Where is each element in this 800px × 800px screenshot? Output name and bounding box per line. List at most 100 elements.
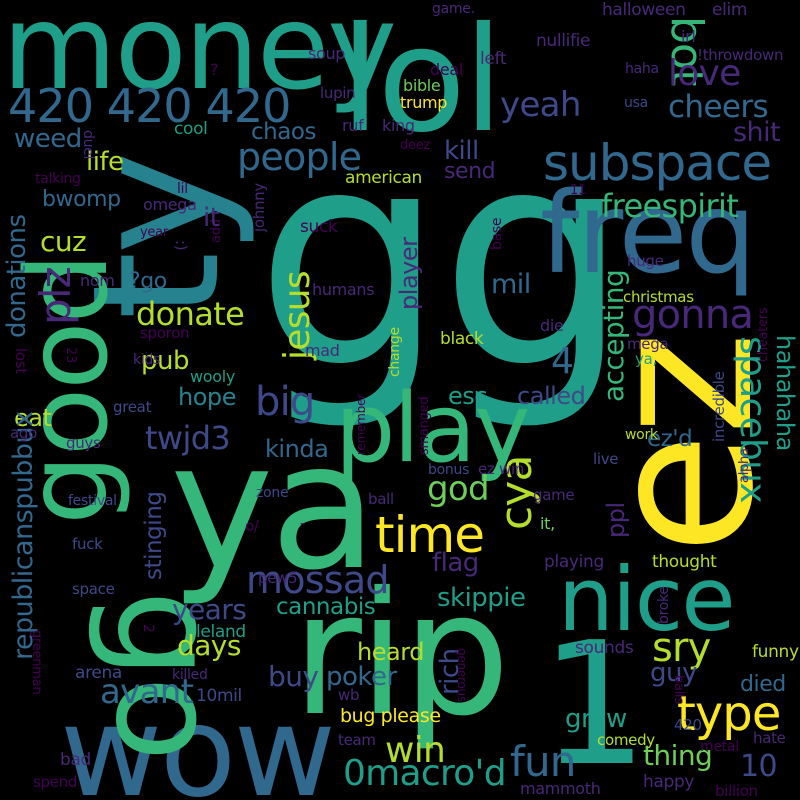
word-question: ? — [210, 60, 219, 79]
word-spend: spend — [33, 773, 78, 791]
word-ago: ago — [10, 424, 37, 442]
word-send: send — [444, 159, 496, 184]
word-lol: lol — [340, 0, 503, 165]
word-twjd3: twjd3 — [145, 419, 231, 457]
word-great: great — [113, 398, 152, 416]
word-leland: leland — [196, 622, 246, 642]
word-suck: suck — [300, 217, 338, 237]
word-nom: nom — [80, 271, 115, 290]
word-wb: wb — [338, 686, 360, 704]
word-0macrod: 0macro'd — [343, 753, 507, 794]
word-smanged: smanged — [417, 396, 432, 455]
word-arena: arena — [75, 663, 122, 683]
word-mossad: mossad — [246, 558, 389, 602]
word-remember: remember — [354, 394, 368, 455]
word-sporon: sporon — [140, 324, 190, 342]
word-pew5: pew5 — [258, 569, 298, 587]
word-talking: talking — [35, 171, 81, 187]
word-humans: humans — [312, 280, 375, 299]
word-23: 23 — [63, 347, 78, 364]
word-fun: fun — [510, 737, 576, 786]
word-flag: flag — [432, 548, 479, 578]
word-king: king — [382, 116, 415, 135]
word-thing: thing — [643, 739, 713, 772]
word-o-slash: o/ — [245, 517, 259, 535]
word-ball: ball — [368, 490, 394, 508]
word-it: it — [203, 203, 220, 233]
word-left: left — [480, 49, 507, 69]
word-space: space — [72, 580, 115, 598]
word-lupin: lupin — [320, 84, 356, 102]
word-life: life — [86, 147, 124, 177]
word-donate: donate — [136, 295, 245, 333]
word-10mil: 10mil — [196, 686, 242, 706]
word-people: people — [237, 135, 362, 179]
word-huge: huge — [627, 252, 664, 270]
word-yeah: yeah — [500, 85, 581, 125]
word-lost: lost — [12, 348, 30, 374]
word-comedy: comedy — [597, 731, 655, 749]
word-duel: duel — [80, 130, 96, 160]
word-it-comma: it, — [540, 514, 555, 533]
word-god: god — [427, 469, 490, 509]
word-ya-comma: ya, — [635, 350, 657, 368]
word-died: died — [740, 672, 786, 697]
word-bwomp: bwomp — [42, 187, 121, 212]
word-game: game — [533, 486, 575, 504]
word-days: days — [177, 629, 241, 662]
word-ppl: ppl — [602, 502, 630, 538]
word-ezd: ez'd — [647, 426, 693, 452]
word-lil: lil — [177, 181, 188, 197]
word-bad: bad — [60, 750, 91, 770]
word-guy: guy — [650, 658, 697, 688]
word-4: 4 — [551, 341, 574, 382]
word-win: win — [385, 730, 446, 771]
word-grow: grow — [565, 704, 627, 734]
word-skippie: skippie — [437, 583, 526, 613]
word-cuz: cuz — [40, 225, 87, 258]
word-sry: sry — [652, 625, 711, 671]
word-cheaters: cheaters — [756, 307, 771, 362]
word-avant: avant — [100, 672, 194, 712]
word-wooly: wooly — [190, 367, 235, 386]
word-poker: poker — [326, 662, 397, 692]
word-broke: broke — [656, 586, 672, 624]
word-gonna: gonna — [632, 292, 754, 338]
word-year: year — [140, 225, 168, 240]
word-american: american — [345, 168, 422, 188]
word-deal: deal — [430, 60, 463, 79]
word-halloween: halloween — [602, 0, 686, 20]
word-subspace: subspace — [543, 134, 772, 192]
word-hope: hope — [178, 383, 236, 411]
word-omega: omega — [143, 195, 197, 214]
word-generous: generous — [455, 648, 469, 702]
word-plz: plz — [31, 267, 80, 325]
word-change: change — [387, 327, 403, 377]
word-bug-please: bug please — [340, 705, 441, 727]
word-billion: billion — [715, 782, 758, 800]
word-years: years — [172, 593, 247, 626]
word-2: 2 — [140, 624, 156, 633]
word-irl: irl — [681, 27, 696, 46]
word-christmas: christmas — [623, 288, 694, 306]
word-killed: killed — [172, 667, 208, 683]
word-freq: freq — [540, 169, 756, 299]
word-donations: donations — [2, 214, 32, 339]
word-elim: elim — [712, 0, 748, 20]
word-mad: mad — [305, 341, 340, 360]
word-qgo: ?go — [129, 269, 167, 294]
word-buy: buy — [268, 660, 319, 693]
word-incredible: incredible — [710, 371, 728, 442]
word-pub: pub — [141, 346, 189, 376]
word-soup: soup — [308, 44, 346, 63]
word-balls: balls — [671, 675, 686, 704]
word-sounds: sounds — [575, 638, 634, 658]
word-type: type — [677, 686, 781, 742]
word-time: time — [375, 506, 485, 564]
word-hate: hate — [753, 729, 786, 747]
word-420-420-420: 420 420 420 — [8, 79, 291, 133]
word-game-dot: game. — [432, 1, 475, 17]
word-smiley: :) — [172, 240, 190, 251]
word-kinda: kinda — [265, 435, 329, 463]
word-fuck: fuck — [72, 535, 103, 553]
